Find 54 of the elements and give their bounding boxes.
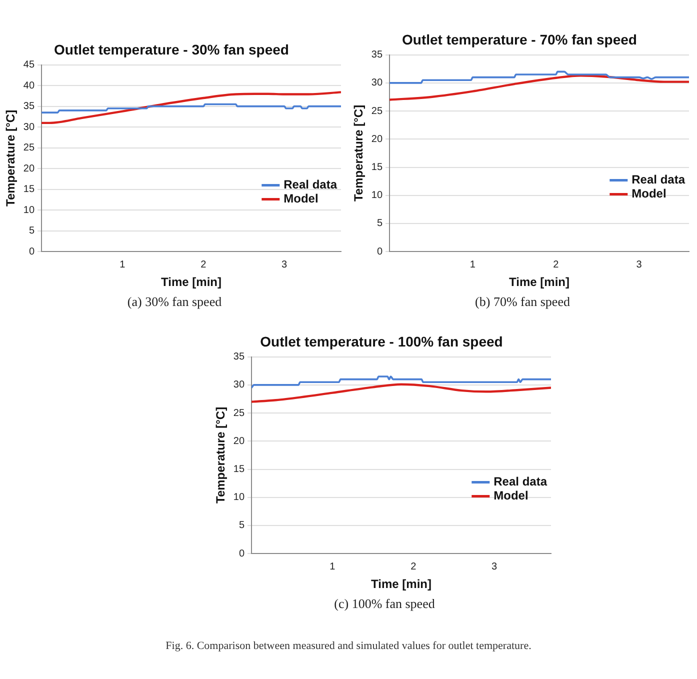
x-tick-label: 2 bbox=[410, 561, 417, 572]
x-tick-label: 3 bbox=[282, 259, 288, 270]
y-tick-label: 20 bbox=[371, 134, 383, 145]
y-tick-label: 25 bbox=[233, 408, 245, 419]
caption: Fig. 6. Comparison between measured and simulated values for outlet temperature. bbox=[164, 640, 532, 652]
y-tick-label: 20 bbox=[233, 436, 245, 447]
y-tick-label: 30 bbox=[23, 122, 35, 133]
y-tick-label: 0 bbox=[28, 246, 35, 258]
legend-label: Model bbox=[632, 186, 666, 201]
y-tick-label: 10 bbox=[23, 204, 35, 216]
x-tick-label: 1 bbox=[330, 561, 336, 572]
y-tick-label: 0 bbox=[376, 246, 383, 258]
x-tick-label: 2 bbox=[200, 259, 207, 270]
y-tick-label: 30 bbox=[233, 380, 245, 391]
y-tick-label: 5 bbox=[238, 520, 245, 532]
y-tick-label: 20 bbox=[23, 163, 35, 174]
y-tick-label: 10 bbox=[233, 492, 245, 504]
y-tick-label: 30 bbox=[371, 78, 383, 89]
y-tick-label: 15 bbox=[371, 162, 383, 174]
y-tick-label: 35 bbox=[23, 101, 35, 112]
y-tick-label: 45 bbox=[23, 60, 35, 71]
y-tick-label: 25 bbox=[371, 106, 383, 117]
x-axis-title: Time [min] bbox=[509, 275, 570, 290]
text: (a) 30% fan speed bbox=[126, 294, 223, 310]
legend-label: Real data bbox=[632, 172, 686, 187]
y-axis-title: Temperature [°C] bbox=[352, 104, 366, 202]
x-tick-label: 1 bbox=[470, 259, 476, 270]
x-tick-label: 3 bbox=[636, 259, 642, 270]
y-tick-label: 15 bbox=[233, 464, 245, 476]
text: (c) 100% fan speed bbox=[333, 596, 436, 612]
x-axis-title: Time [min] bbox=[161, 275, 222, 290]
x-tick-label: 2 bbox=[553, 259, 560, 270]
chart-title: Outlet temperature - 100% fan speed bbox=[260, 333, 503, 350]
y-tick-label: 35 bbox=[371, 50, 383, 61]
chart-title: Outlet temperature - 70% fan speed bbox=[402, 31, 637, 48]
x-tick-label: 3 bbox=[492, 561, 498, 572]
y-tick-label: 25 bbox=[23, 142, 35, 154]
y-tick-label: 0 bbox=[238, 548, 245, 560]
y-tick-label: 10 bbox=[371, 190, 383, 202]
y-tick-label: 5 bbox=[28, 226, 35, 237]
y-axis-title: Temperature [°C] bbox=[4, 110, 18, 206]
chart-title: Outlet temperature - 30% fan speed bbox=[54, 41, 289, 58]
x-axis-title: Time [min] bbox=[371, 577, 432, 592]
legend-label: Real data bbox=[284, 178, 338, 192]
y-axis-title: Temperature [°C] bbox=[214, 406, 228, 504]
y-tick-label: 40 bbox=[23, 80, 35, 92]
y-tick-label: 35 bbox=[233, 352, 245, 363]
y-tick-label: 15 bbox=[23, 184, 35, 196]
y-tick-label: 5 bbox=[376, 218, 383, 230]
legend-label: Model bbox=[284, 192, 318, 206]
x-tick-label: 1 bbox=[120, 259, 126, 270]
legend-label: Real data bbox=[494, 474, 548, 489]
legend-label: Model bbox=[494, 488, 528, 503]
text: (b) 70% fan speed bbox=[474, 294, 571, 310]
